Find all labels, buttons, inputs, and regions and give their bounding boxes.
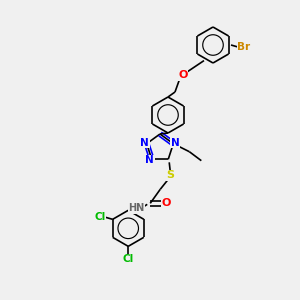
- Text: O: O: [161, 198, 171, 208]
- Text: S: S: [166, 170, 174, 180]
- Text: Cl: Cl: [94, 212, 105, 222]
- Text: Br: Br: [237, 42, 250, 52]
- Text: HN: HN: [128, 203, 144, 213]
- Text: Cl: Cl: [123, 254, 134, 264]
- Text: O: O: [178, 70, 188, 80]
- Text: N: N: [171, 138, 180, 148]
- Text: N: N: [140, 138, 149, 148]
- Text: N: N: [146, 155, 154, 165]
